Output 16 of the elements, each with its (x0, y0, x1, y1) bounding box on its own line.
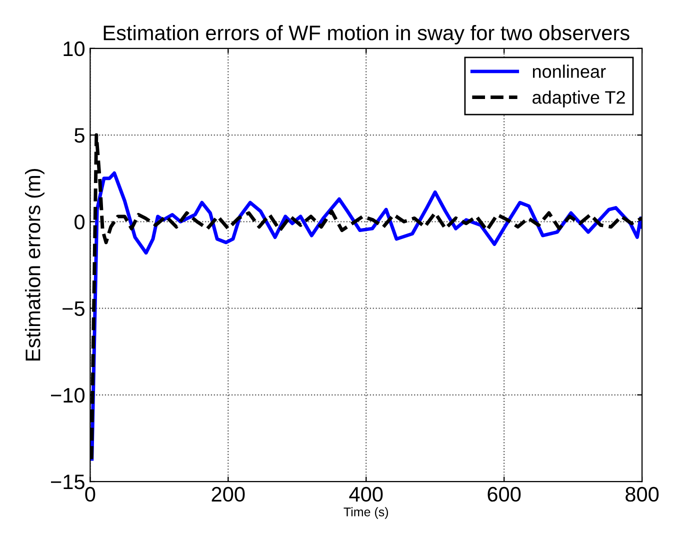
x-tick-label: 0 (85, 486, 96, 502)
y-tick-label: 10 (64, 41, 85, 56)
y-tick-label: −15 (51, 474, 84, 490)
y-tick-label: −5 (62, 301, 84, 316)
x-tick-label: 600 (488, 486, 521, 502)
x-tick-label: 200 (212, 486, 245, 502)
legend-label: nonlinear (532, 64, 606, 78)
y-tick-label: 5 (74, 128, 84, 143)
legend-label: adaptive T2 (532, 90, 625, 108)
y-axis-title: Estimation errors (m) (25, 169, 44, 360)
x-tick-label: 400 (349, 486, 383, 502)
x-axis-title: Time (s) (344, 507, 388, 519)
x-tick-label: 800 (626, 486, 659, 502)
y-tick-label: −10 (51, 388, 85, 403)
y-tick-label: 0 (74, 214, 85, 230)
chart-title: Estimation errors of WF motion in sway for two observers (104, 24, 630, 44)
